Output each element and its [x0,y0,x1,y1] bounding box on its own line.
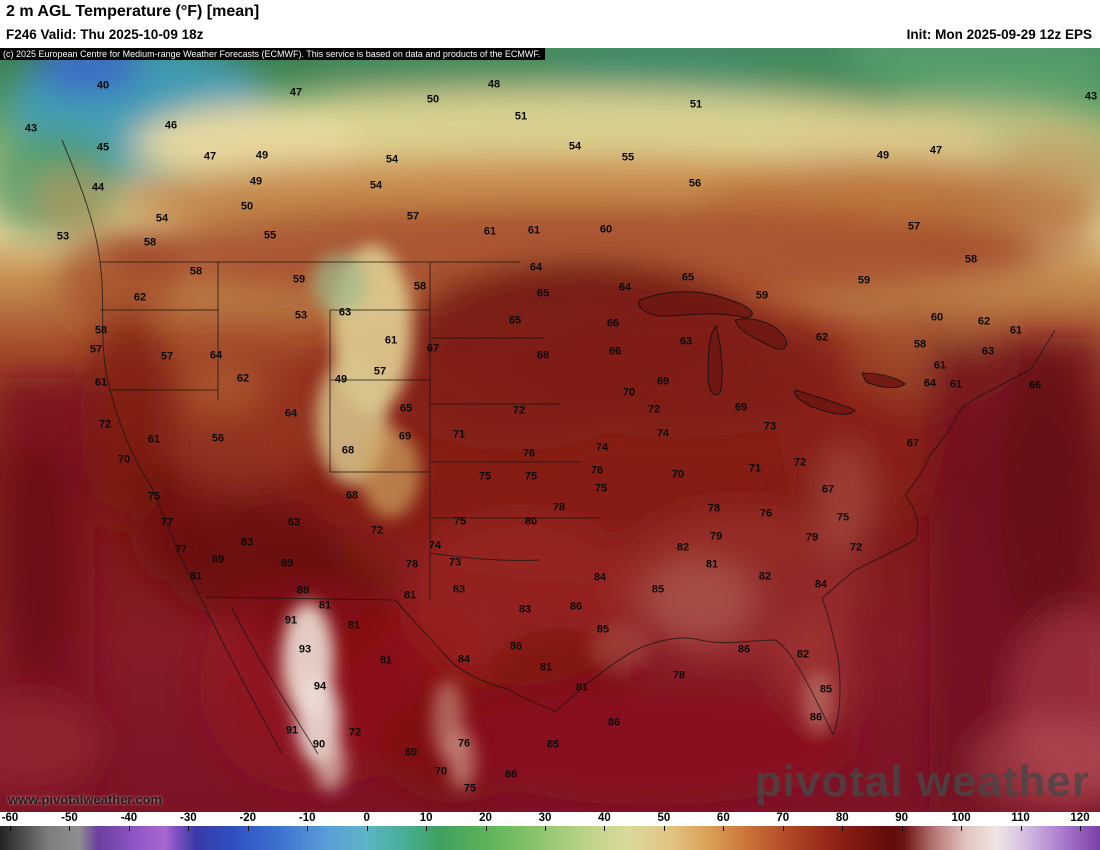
colorbar-tick-label: -40 [120,812,138,824]
colorbar-tick [426,826,428,831]
colorbar: -60 -50 -40 -30 -20 -10 0 10 20 30 40 50 60 70 80 90 100… [0,812,1100,850]
colorbar-tick [69,826,71,831]
watermark-url: www.pivotalweather.com [8,792,163,807]
geo-borders [61,139,1056,755]
colorbar-tick-label: 20 [479,812,492,824]
colorbar-tick-label: 120 [1070,812,1090,824]
temperature-field-details [282,245,834,791]
colorbar-tick-label: -50 [61,812,78,824]
colorbar-tick-label: 100 [951,812,971,824]
colorbar-tick-label: -60 [1,812,19,824]
page-title: 2 m AGL Temperature (°F) [mean] [6,3,260,20]
colorbar-tick-label: 10 [419,812,433,824]
colorbar-tick [485,826,487,831]
colorbar-tick-label: 40 [598,812,611,824]
colorbar-tick [663,826,665,831]
copyright-strip: (c) 2025 European Centre for Medium-rang… [0,48,546,60]
colorbar-tick-label: 50 [657,812,671,824]
header: 2 m AGL Temperature (°F) [mean] F246 Val… [0,0,1100,48]
watermark-brand: pivotal weather [754,757,1090,806]
colorbar-labels: -60 -50 -40 -30 -20 -10 0 10 20 30 40 50 60 70 80 90 100… [0,812,1100,825]
colorbar-tick [1080,826,1081,831]
colorbar-tick [1020,826,1022,831]
colorbar-tick [723,826,725,831]
colorbar-tick [842,826,844,831]
colorbar-tick [366,826,368,831]
great-lakes [638,291,906,415]
colorbar-tick [128,826,130,831]
colorbar-tick [961,826,963,831]
temperature-map: (c) 2025 European Centre for Medium-rang… [0,48,1100,812]
colorbar-tick [545,826,546,831]
valid-time-label: F246 Valid: Thu 2025-10-09 18z [6,27,204,42]
colorbar-tick [604,826,606,831]
temperature-map-svg [0,48,1100,812]
colorbar-tick [10,826,11,831]
colorbar-tick-label: 0 [363,812,370,824]
colorbar-tick [782,826,784,831]
colorbar-tick-label: 90 [895,812,909,824]
init-time-label: Init: Mon 2025-09-29 12z EPS [906,27,1092,42]
colorbar-tick [188,826,190,831]
colorbar-tick-label: 30 [538,812,552,824]
colorbar-tick [901,826,903,831]
colorbar-tick-label: 80 [835,812,849,824]
colorbar-tick-label: -20 [239,812,257,824]
colorbar-gradient [0,826,1100,850]
colorbar-tick [307,826,309,831]
colorbar-tick-label: 70 [776,812,790,824]
colorbar-tick [247,826,249,831]
colorbar-tick-label: 60 [716,812,730,824]
colorbar-tick-label: -30 [180,812,197,824]
colorbar-tick-label: 110 [1011,812,1030,824]
colorbar-tick-label: -10 [298,812,316,824]
